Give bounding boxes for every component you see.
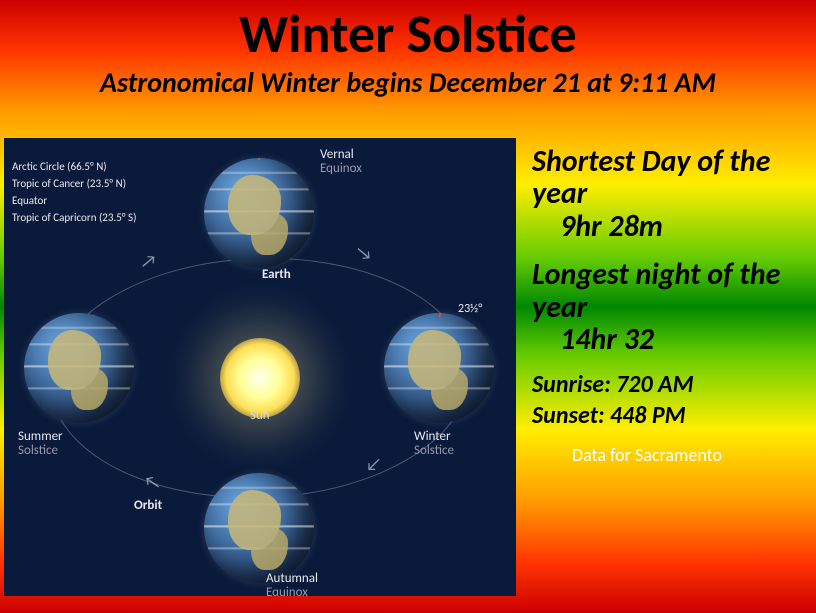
tilt-label: 23½° bbox=[458, 302, 482, 316]
equator-label: Equator bbox=[12, 192, 136, 209]
header: Winter Solstice Astronomical Winter begi… bbox=[0, 0, 816, 110]
cancer-label: Tropic of Cancer (23.5° N) bbox=[12, 175, 136, 192]
content-row: Sun Orbit Arctic Circle (66.5° N) Tropic… bbox=[0, 138, 816, 613]
sun-label: Sun bbox=[250, 408, 270, 423]
summer-label: Summer Solstice bbox=[18, 430, 63, 459]
orbit-label: Orbit bbox=[134, 498, 162, 513]
sidebar: Shortest Day of the year 9hr 28m Longest… bbox=[516, 138, 816, 613]
page-title: Winter Solstice bbox=[0, 6, 816, 63]
axis-icon bbox=[258, 158, 260, 160]
longest-night-title: Longest night of the year bbox=[532, 259, 802, 324]
latitude-labels: Arctic Circle (66.5° N) Tropic of Cancer… bbox=[12, 158, 136, 226]
axis-icon bbox=[438, 313, 448, 317]
earth-label: Earth bbox=[262, 268, 291, 282]
page-subtitle: Astronomical Winter begins December 21 a… bbox=[0, 65, 816, 100]
vernal-label: Vernal Equinox bbox=[320, 148, 362, 177]
globe-summer bbox=[24, 313, 134, 423]
sun-icon bbox=[220, 338, 300, 418]
shortest-day-value: 9hr 28m bbox=[532, 211, 802, 243]
autumnal-label: Autumnal Equinox bbox=[266, 572, 318, 596]
globe-autumnal bbox=[204, 473, 314, 583]
sunrise-time: Sunrise: 720 AM bbox=[532, 372, 802, 399]
winter-label: Winter Solstice bbox=[414, 430, 454, 459]
data-source-note: Data for Sacramento bbox=[532, 444, 802, 466]
orbit-diagram: Sun Orbit Arctic Circle (66.5° N) Tropic… bbox=[4, 138, 516, 596]
arrow-icon: → bbox=[351, 239, 378, 266]
arrow-icon: → bbox=[135, 247, 162, 274]
longest-night-value: 14hr 32 bbox=[532, 324, 802, 356]
globe-winter bbox=[384, 313, 494, 423]
arctic-label: Arctic Circle (66.5° N) bbox=[12, 158, 136, 175]
sunset-time: Sunset: 448 PM bbox=[532, 403, 802, 430]
shortest-day-title: Shortest Day of the year bbox=[532, 146, 802, 211]
globe-vernal bbox=[204, 158, 314, 268]
slide: Winter Solstice Astronomical Winter begi… bbox=[0, 0, 816, 613]
capricorn-label: Tropic of Capricorn (23.5° S) bbox=[12, 209, 136, 226]
